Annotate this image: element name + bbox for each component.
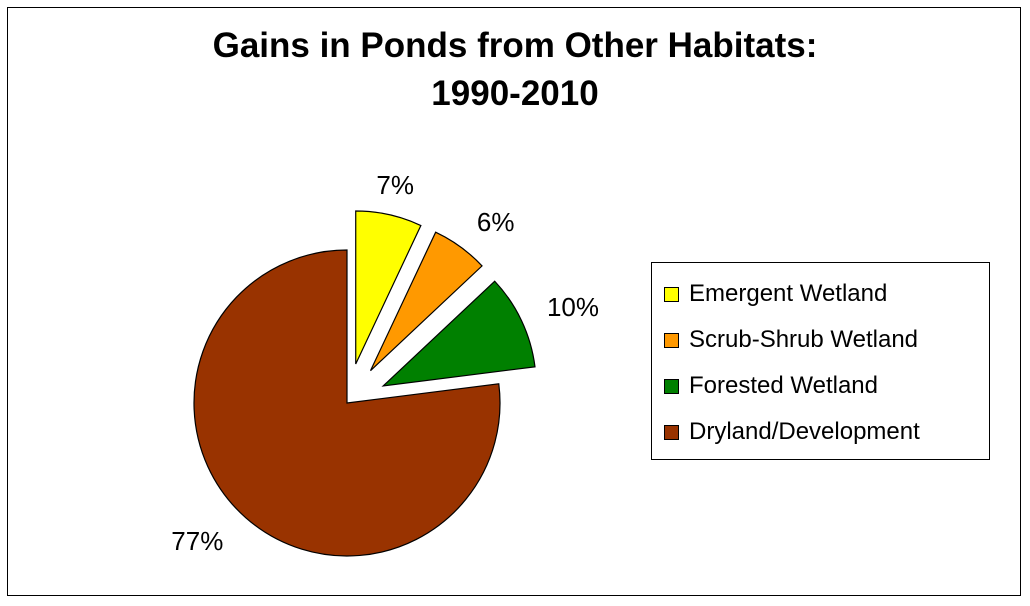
pie-data-label: 77% — [171, 526, 223, 556]
legend-label: Emergent Wetland — [689, 280, 888, 307]
legend-item-scrub-shrub-wetland: Scrub-Shrub Wetland — [664, 325, 918, 355]
pie-slice-dryland-development — [193, 249, 501, 557]
legend-item-emergent-wetland: Emergent Wetland — [664, 279, 887, 309]
pie-data-label: 7% — [376, 170, 414, 200]
chart-legend: Emergent Wetland Scrub-Shrub Wetland For… — [651, 262, 990, 460]
legend-label: Forested Wetland — [689, 372, 878, 399]
legend-swatch — [664, 286, 679, 302]
legend-swatch — [664, 378, 679, 394]
legend-item-dryland-development: Dryland/Development — [664, 417, 920, 447]
chart-title: Gains in Ponds from Other Habitats: 1990… — [0, 22, 1030, 118]
pie-data-label: 10% — [547, 292, 599, 322]
pie-slice-scrub-shrub-wetland — [369, 231, 483, 372]
chart-title-line2: 1990-2010 — [431, 74, 599, 113]
pie-data-label: 6% — [477, 207, 515, 237]
legend-swatch — [664, 332, 679, 348]
pie-slice-forested-wetland — [381, 280, 536, 387]
legend-label: Scrub-Shrub Wetland — [689, 326, 919, 353]
legend-label: Dryland/Development — [689, 418, 920, 445]
legend-item-forested-wetland: Forested Wetland — [664, 371, 878, 401]
chart-title-line1: Gains in Ponds from Other Habitats: — [212, 26, 818, 65]
legend-swatch — [664, 424, 679, 440]
pie-slice-emergent-wetland — [355, 210, 422, 365]
